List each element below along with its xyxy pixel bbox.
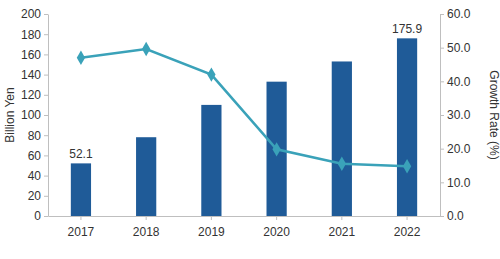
tick-mark (44, 54, 48, 55)
tick-mark (146, 216, 147, 220)
tick-label: 140 (21, 68, 41, 82)
data-labels: 52.1 175.9 (69, 22, 422, 161)
tick-label: 0 (34, 209, 41, 223)
data-label: 52.1 (69, 147, 93, 161)
tick-mark (44, 75, 48, 76)
tick-label: 50.0 (447, 41, 471, 55)
tick-mark (440, 81, 444, 82)
x-axis-line (49, 216, 441, 217)
tick-mark (341, 216, 342, 220)
tick-label: 2017 (68, 225, 95, 239)
tick-mark (80, 216, 81, 220)
tick-label: 120 (21, 88, 41, 102)
y-axis-title: Billion Yen (3, 87, 17, 142)
marks (71, 38, 417, 216)
line (81, 49, 407, 166)
tick: 2022 (394, 216, 421, 239)
tick-mark (44, 135, 48, 136)
tick: 180 (21, 28, 48, 42)
tick-label: 2020 (263, 225, 290, 239)
tick-mark (440, 115, 444, 116)
tick: 2018 (133, 216, 160, 239)
tick-label: 2019 (198, 225, 225, 239)
tick-mark (407, 216, 408, 220)
tick-mark (276, 216, 277, 220)
tick: 50.0 (440, 41, 471, 55)
tick: 200 (21, 7, 48, 21)
tick-label: 20.0 (447, 142, 471, 156)
tick: 80 (28, 129, 48, 143)
tick-label: 0.0 (447, 209, 464, 223)
tick-label: 20 (28, 189, 42, 203)
marker (272, 142, 280, 156)
tick-mark (440, 182, 444, 183)
tick-label: 100 (21, 108, 41, 122)
bar (397, 38, 417, 216)
tick: 2019 (198, 216, 225, 239)
tick-label: 40.0 (447, 75, 471, 89)
tick-label: 2022 (394, 225, 421, 239)
bar (332, 61, 352, 216)
plot: 0 20 40 60 80 100 120 140 160 180 200 0.0 10.0 20.0 30… (21, 7, 471, 239)
tick-label: 80 (28, 129, 42, 143)
marker (403, 159, 411, 173)
y-axis-line (48, 15, 49, 217)
tick: 0.0 (440, 209, 464, 223)
tick-mark (44, 196, 48, 197)
tick: 40 (28, 169, 48, 183)
bar (267, 82, 287, 216)
tick: 2020 (263, 216, 290, 239)
tick: 60.0 (440, 7, 471, 21)
tick: 60 (28, 149, 48, 163)
tick: 120 (21, 88, 48, 102)
tick-mark (211, 216, 212, 220)
tick-mark (44, 14, 48, 15)
tick: 100 (21, 108, 48, 122)
bar (136, 137, 156, 216)
tick-mark (440, 48, 444, 49)
tick-mark (44, 155, 48, 156)
tick: 160 (21, 48, 48, 62)
x-axis: 2017 2018 2019 2020 2021 2022 (49, 216, 441, 239)
tick: 20.0 (440, 142, 471, 156)
tick-mark (440, 216, 444, 217)
tick: 10.0 (440, 176, 471, 190)
tick-mark (440, 149, 444, 150)
tick-mark (44, 95, 48, 96)
tick-label: 2018 (133, 225, 160, 239)
tick: 30.0 (440, 108, 471, 122)
tick: 2021 (328, 216, 355, 239)
marker (142, 42, 150, 56)
chart: 0 20 40 60 80 100 120 140 160 180 200 0.0 10.0 20.0 30… (0, 0, 500, 259)
tick-mark (44, 34, 48, 35)
data-label: 175.9 (392, 22, 422, 36)
tick-mark (44, 216, 48, 217)
tick-label: 40 (28, 169, 42, 183)
tick-label: 200 (21, 7, 41, 21)
tick-mark (44, 115, 48, 116)
y2-axis: 0.0 10.0 20.0 30.0 40.0 50.0 60.0 (440, 7, 471, 223)
tick-label: 60 (28, 149, 42, 163)
tick-label: 160 (21, 48, 41, 62)
tick-label: 60.0 (447, 7, 471, 21)
tick-mark (44, 176, 48, 177)
tick-label: 30.0 (447, 108, 471, 122)
tick: 0 (34, 209, 48, 223)
tick-mark (440, 14, 444, 15)
tick: 140 (21, 68, 48, 82)
tick: 20 (28, 189, 48, 203)
y-axis: 0 20 40 60 80 100 120 140 160 180 200 (21, 7, 49, 223)
tick: 2017 (68, 216, 95, 239)
tick-label: 10.0 (447, 176, 471, 190)
tick-label: 180 (21, 28, 41, 42)
marker (77, 51, 85, 65)
marker (338, 157, 346, 171)
bar (201, 105, 221, 216)
tick-label: 2021 (328, 225, 355, 239)
bar (71, 163, 91, 216)
tick: 40.0 (440, 75, 471, 89)
y2-axis-title: Growth Rate (%) (487, 70, 500, 159)
marker (207, 67, 215, 81)
